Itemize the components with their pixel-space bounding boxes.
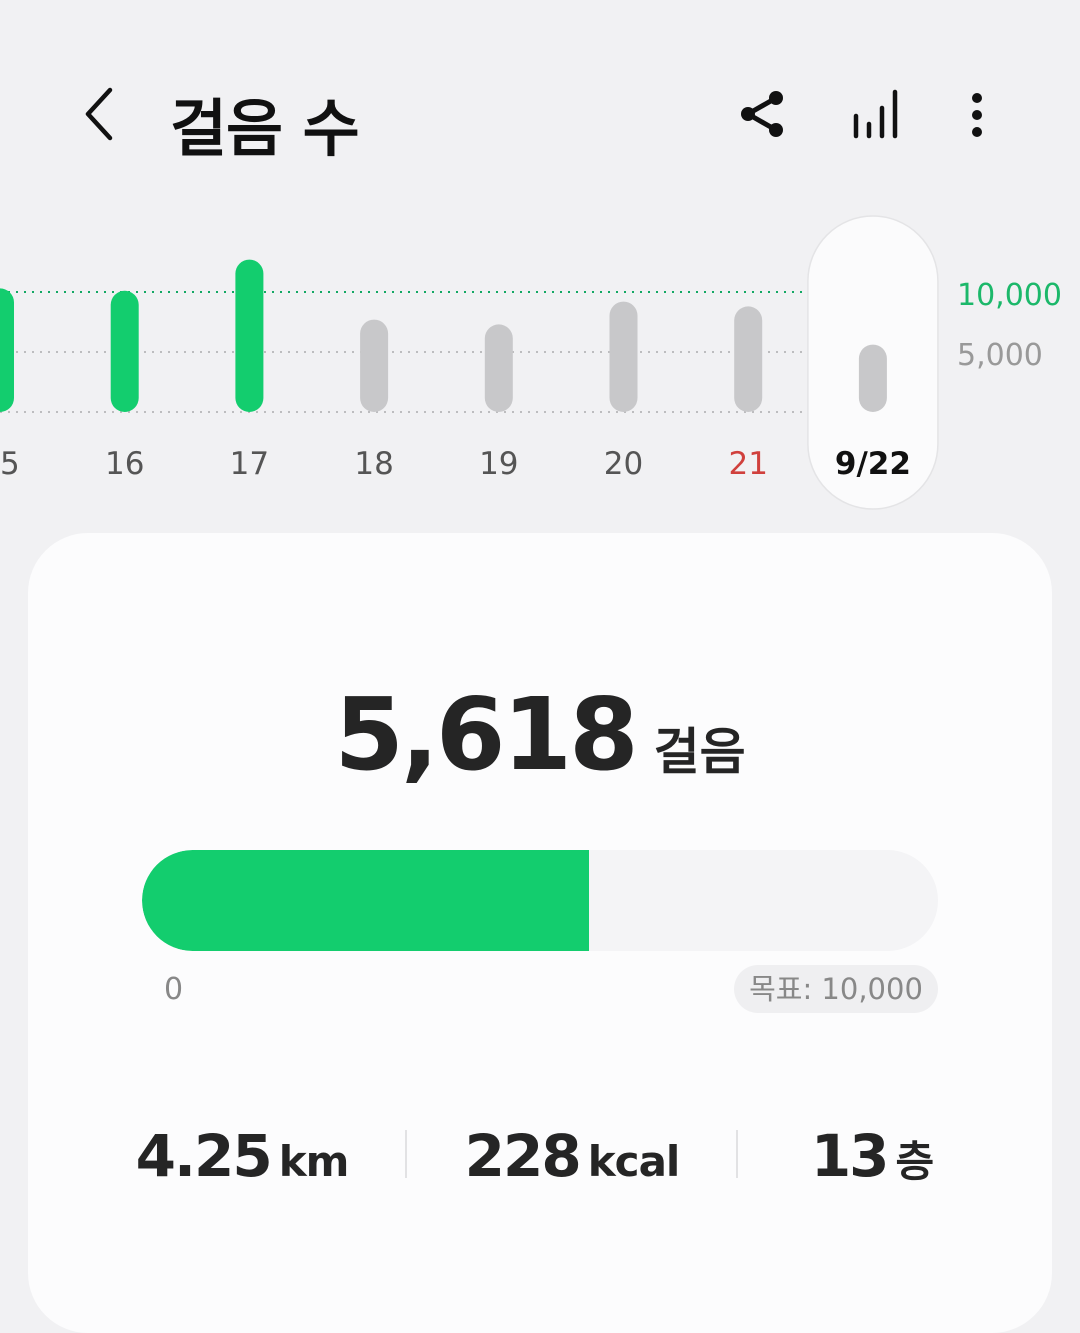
stat-value: 4.25 bbox=[135, 1122, 273, 1190]
bar-15[interactable] bbox=[0, 288, 14, 412]
page-title: 걸음 수 bbox=[170, 92, 360, 165]
stat-unit: km bbox=[278, 1137, 350, 1186]
x-tick-label[interactable]: 17 bbox=[230, 446, 269, 482]
stat-unit: 층 bbox=[895, 1137, 935, 1186]
stat-unit: kcal bbox=[587, 1137, 681, 1186]
step-count-value: 5,618 bbox=[334, 676, 638, 793]
stat-distance: 4.25 km bbox=[92, 1122, 392, 1190]
more-vertical-icon[interactable] bbox=[960, 88, 994, 142]
x-tick-label[interactable]: 19 bbox=[479, 446, 518, 482]
x-tick-label[interactable]: 16 bbox=[105, 446, 144, 482]
x-tick-label[interactable]: 20 bbox=[604, 446, 643, 482]
stat-calories: 228 kcal bbox=[422, 1122, 722, 1190]
bar-chart-icon[interactable] bbox=[848, 86, 904, 142]
y-tick-label: 10,000 bbox=[957, 278, 1062, 313]
y-tick-label: 5,000 bbox=[957, 338, 1043, 373]
goal-progress-fill bbox=[142, 850, 590, 951]
bar-21[interactable] bbox=[734, 306, 763, 412]
steps-bar-chart[interactable]: 10,000 5,000 15 16 17 18 19 20 21 9/22 bbox=[0, 200, 1080, 520]
divider bbox=[405, 1130, 407, 1178]
x-tick-label[interactable]: 9/22 bbox=[835, 446, 911, 482]
step-count: 5,618 걸음 bbox=[0, 676, 1080, 793]
goal-progress-bar bbox=[142, 850, 938, 951]
divider bbox=[736, 1130, 738, 1178]
stat-floors: 13 층 bbox=[722, 1122, 1022, 1190]
bar-20[interactable] bbox=[609, 301, 638, 412]
x-tick-label[interactable]: 18 bbox=[354, 446, 393, 482]
bar-17[interactable] bbox=[235, 259, 264, 412]
progress-min-label: 0 bbox=[164, 972, 184, 1007]
chevron-left-icon[interactable] bbox=[80, 84, 120, 144]
step-count-unit: 걸음 bbox=[653, 723, 746, 781]
bar-19[interactable] bbox=[484, 324, 513, 412]
bar-9/22[interactable] bbox=[858, 344, 887, 412]
stat-value: 228 bbox=[464, 1122, 582, 1190]
x-tick-label[interactable]: 15 bbox=[0, 446, 20, 482]
x-tick-label[interactable]: 21 bbox=[728, 446, 767, 482]
bar-18[interactable] bbox=[360, 319, 389, 412]
goal-badge[interactable]: 목표: 10,000 bbox=[734, 965, 938, 1013]
bar-16[interactable] bbox=[110, 290, 139, 412]
share-icon[interactable] bbox=[738, 88, 786, 140]
stat-value: 13 bbox=[810, 1122, 890, 1190]
